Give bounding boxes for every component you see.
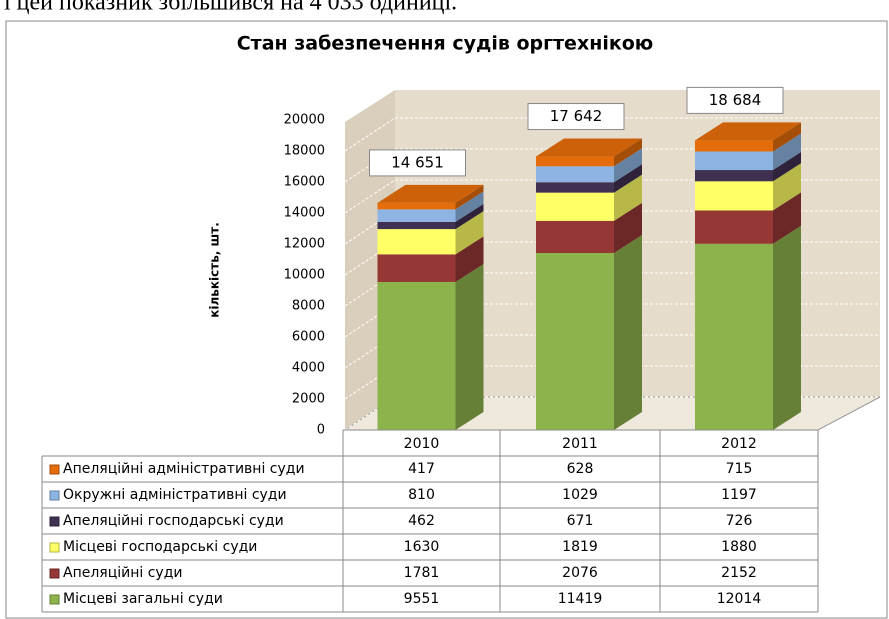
bar-segment: [536, 156, 614, 167]
total-box: [527, 103, 625, 131]
legend-key: [49, 464, 60, 475]
bar-segment-side: [614, 164, 642, 193]
legend-key: [49, 490, 60, 501]
bar-segment: [536, 166, 614, 183]
bar-segment-side: [614, 138, 642, 167]
bar-segment: [377, 202, 456, 210]
total-label: 18 684: [709, 91, 762, 109]
y-tick-label: 20000: [284, 113, 325, 128]
bar-segment-side: [455, 191, 484, 222]
bar-segment: [695, 151, 773, 171]
table-value: 417: [408, 461, 435, 477]
legend-label: Місцеві загальні суди: [63, 591, 223, 607]
table-value: 12014: [717, 591, 762, 607]
legend-key: [49, 594, 60, 605]
y-tick-label: 8000: [292, 299, 325, 314]
table-value: 1880: [721, 539, 757, 555]
table-value: 810: [408, 487, 435, 503]
bar-segment: [695, 170, 773, 182]
table-value: 9551: [404, 591, 440, 607]
bar-segment-side: [614, 174, 642, 221]
bar-segment: [695, 210, 773, 244]
total-label: 14 651: [391, 153, 444, 171]
bar-segment: [536, 220, 614, 254]
table-value: 1781: [404, 565, 440, 581]
bar-segment-side: [455, 263, 484, 430]
y-tick-label: 2000: [292, 392, 325, 407]
legend-key: [49, 516, 60, 527]
bar-top: [377, 184, 484, 203]
bar-segment-side: [773, 192, 801, 244]
bar-segment: [377, 209, 456, 222]
bar-segment-side: [614, 235, 642, 430]
bar-segment: [695, 181, 773, 211]
x-tick-label: 2012: [721, 436, 757, 452]
legend-label: Окружні адміністративні суди: [63, 487, 287, 503]
y-tick-label: 12000: [284, 237, 325, 252]
bar-segment-side: [773, 133, 801, 171]
y-axis-label: кількість, шт.: [208, 222, 222, 318]
bar-segment-side: [773, 163, 801, 211]
bar-segment-side: [773, 152, 801, 182]
bar-segment-side: [455, 203, 484, 230]
table-value: 1197: [721, 487, 757, 503]
x-tick-label: 2010: [404, 436, 440, 452]
bar-segment: [536, 182, 614, 193]
bar-segment-side: [773, 122, 801, 152]
bar-segment: [695, 243, 773, 430]
y-tick-label: 10000: [284, 268, 325, 283]
y-tick-label: 0: [317, 423, 325, 438]
table-value: 671: [567, 513, 594, 529]
table-value: 11419: [558, 591, 603, 607]
legend-key: [49, 568, 60, 579]
y-tick-label: 18000: [284, 144, 325, 159]
bar-segment-side: [455, 211, 484, 255]
y-tick-label: 14000: [284, 206, 325, 221]
bar-segment: [377, 281, 456, 430]
bar-segment: [536, 253, 614, 430]
table-value: 628: [567, 461, 594, 477]
legend-label: Апеляційні адміністративні суди: [63, 461, 305, 477]
y-tick-label: 6000: [292, 330, 325, 345]
bar-segment: [695, 140, 773, 152]
chart-title: Стан забезпечення судів оргтехнікою: [237, 33, 654, 55]
bar-segment-side: [614, 202, 642, 254]
table-value: 2076: [562, 565, 598, 581]
x-tick-label: 2011: [562, 436, 598, 452]
table-value: 715: [726, 461, 753, 477]
bar-segment: [377, 221, 456, 230]
total-label: 17 642: [550, 107, 603, 125]
y-tick-label: 16000: [284, 175, 325, 190]
legend-label: Місцеві господарські суди: [63, 539, 257, 555]
table-value: 2152: [721, 565, 757, 581]
bar-top: [695, 122, 801, 141]
y-tick-label: 4000: [292, 361, 325, 376]
bar-segment: [377, 254, 456, 282]
legend-label: Апеляційні господарські суди: [63, 513, 284, 529]
table-value: 1819: [562, 539, 598, 555]
bar-top: [536, 138, 642, 157]
bar-segment-side: [773, 225, 801, 430]
legend-label: Апеляційні суди: [63, 565, 183, 581]
table-value: 462: [408, 513, 435, 529]
caption: і цей показник збільшився на 4 033 одини…: [4, 0, 457, 16]
bar-segment: [377, 229, 456, 255]
table-value: 726: [726, 513, 753, 529]
legend-key: [49, 542, 60, 553]
bar-segment-side: [455, 236, 484, 282]
bar-segment-side: [614, 148, 642, 183]
bar-segment: [536, 192, 614, 221]
total-box: [369, 149, 466, 177]
table-value: 1630: [404, 539, 440, 555]
bar-segment-side: [455, 184, 484, 210]
total-box: [686, 86, 784, 114]
table-value: 1029: [562, 487, 598, 503]
